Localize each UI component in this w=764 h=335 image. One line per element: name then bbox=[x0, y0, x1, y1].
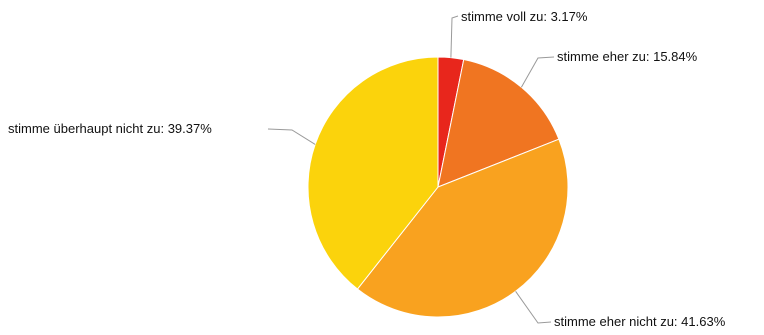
leader-lines bbox=[267, 15, 555, 324]
slice-label-stimme-voll-zu: stimme voll zu: 3.17% bbox=[461, 9, 588, 24]
leader-line-stimme-eher-zu bbox=[520, 56, 555, 88]
leader-line-stimme-voll-zu bbox=[450, 15, 459, 58]
slice-label-stimme-eher-nicht-zu: stimme eher nicht zu: 41.63% bbox=[554, 314, 726, 329]
leader-line-stimme-ueberhaupt-nicht-zu bbox=[267, 128, 316, 145]
leader-line-stimme-eher-nicht-zu bbox=[515, 291, 552, 324]
slice-label-stimme-eher-zu: stimme eher zu: 15.84% bbox=[557, 49, 698, 64]
pie-slices bbox=[307, 56, 569, 318]
slice-labels: stimme voll zu: 3.17% stimme eher zu: 15… bbox=[8, 9, 726, 329]
slice-label-stimme-ueberhaupt-nicht-zu: stimme überhaupt nicht zu: 39.37% bbox=[8, 121, 212, 136]
